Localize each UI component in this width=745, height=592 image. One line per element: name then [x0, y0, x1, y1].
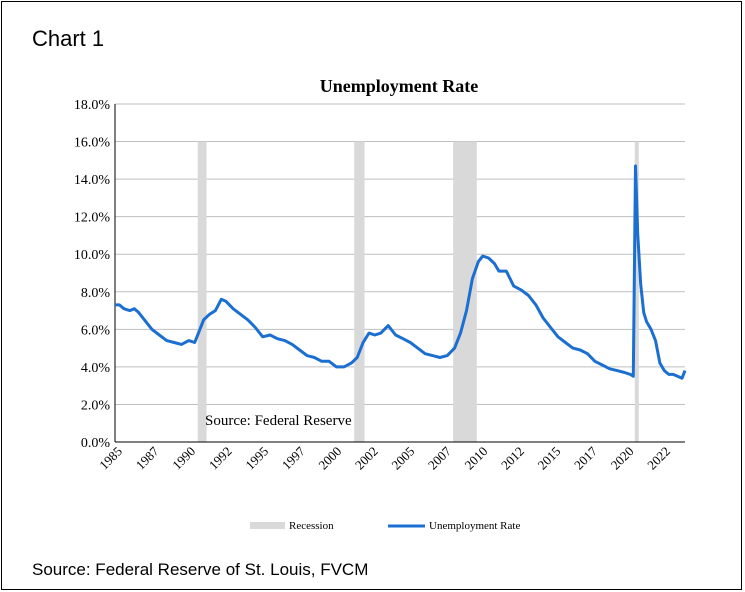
x-tick-label: 2007	[425, 443, 454, 472]
legend-recession-label: Recession	[289, 520, 334, 532]
y-tick-label: 10.0%	[74, 248, 111, 263]
recession-band	[197, 141, 207, 443]
x-tick-label: 2020	[608, 444, 637, 473]
y-tick-label: 4.0%	[81, 361, 111, 376]
legend-recession-swatch	[250, 522, 285, 529]
x-tick-label: 2015	[535, 444, 564, 473]
x-tick-label: 2002	[352, 444, 381, 473]
x-tick-label: 2010	[461, 444, 490, 473]
y-axis-ticks: 0.0% 2.0% 4.0% 6.0% 8.0% 10.0% 12.0% 14.0% 16.0%…	[74, 98, 111, 451]
y-tick-label: 0.0%	[81, 436, 111, 451]
y-tick-label: 16.0%	[74, 136, 111, 151]
chart-title: Unemployment Rate	[320, 76, 478, 96]
unemployment-rate-line	[115, 164, 687, 380]
x-tick-label: 1995	[242, 444, 271, 473]
recession-band	[634, 141, 639, 443]
x-tick-label: 2012	[498, 444, 527, 473]
recession-bands	[197, 141, 639, 443]
legend-line-label: Unemployment Rate	[429, 520, 520, 532]
recession-band	[453, 141, 477, 443]
x-tick-label: 1987	[133, 443, 162, 472]
x-tick-label: 1997	[279, 443, 308, 472]
y-tick-label: 8.0%	[81, 286, 111, 301]
x-tick-label: 2022	[644, 444, 673, 473]
y-tick-label: 6.0%	[81, 323, 111, 338]
x-tick-label: 2000	[315, 444, 344, 473]
source-footer: Source: Federal Reserve of St. Louis, FV…	[32, 560, 369, 579]
gridlines	[115, 103, 685, 405]
y-tick-label: 18.0%	[74, 98, 111, 113]
y-tick-label: 12.0%	[74, 211, 111, 226]
x-axis-ticks: 1985 1987 1990 1992 1995 1997 2000 2002 2005 2007…	[96, 443, 673, 472]
x-tick-label: 2005	[388, 444, 417, 473]
recession-band	[354, 141, 365, 443]
y-tick-label: 14.0%	[74, 173, 111, 188]
source-annotation: Source: Federal Reserve	[205, 413, 352, 429]
x-tick-label: 2017	[571, 443, 600, 472]
x-tick-label: 1992	[206, 444, 235, 473]
legend: Recession Unemployment Rate	[250, 520, 520, 532]
y-tick-label: 2.0%	[81, 398, 111, 413]
chart-label: Chart 1	[32, 26, 105, 51]
x-tick-label: 1990	[169, 444, 198, 473]
